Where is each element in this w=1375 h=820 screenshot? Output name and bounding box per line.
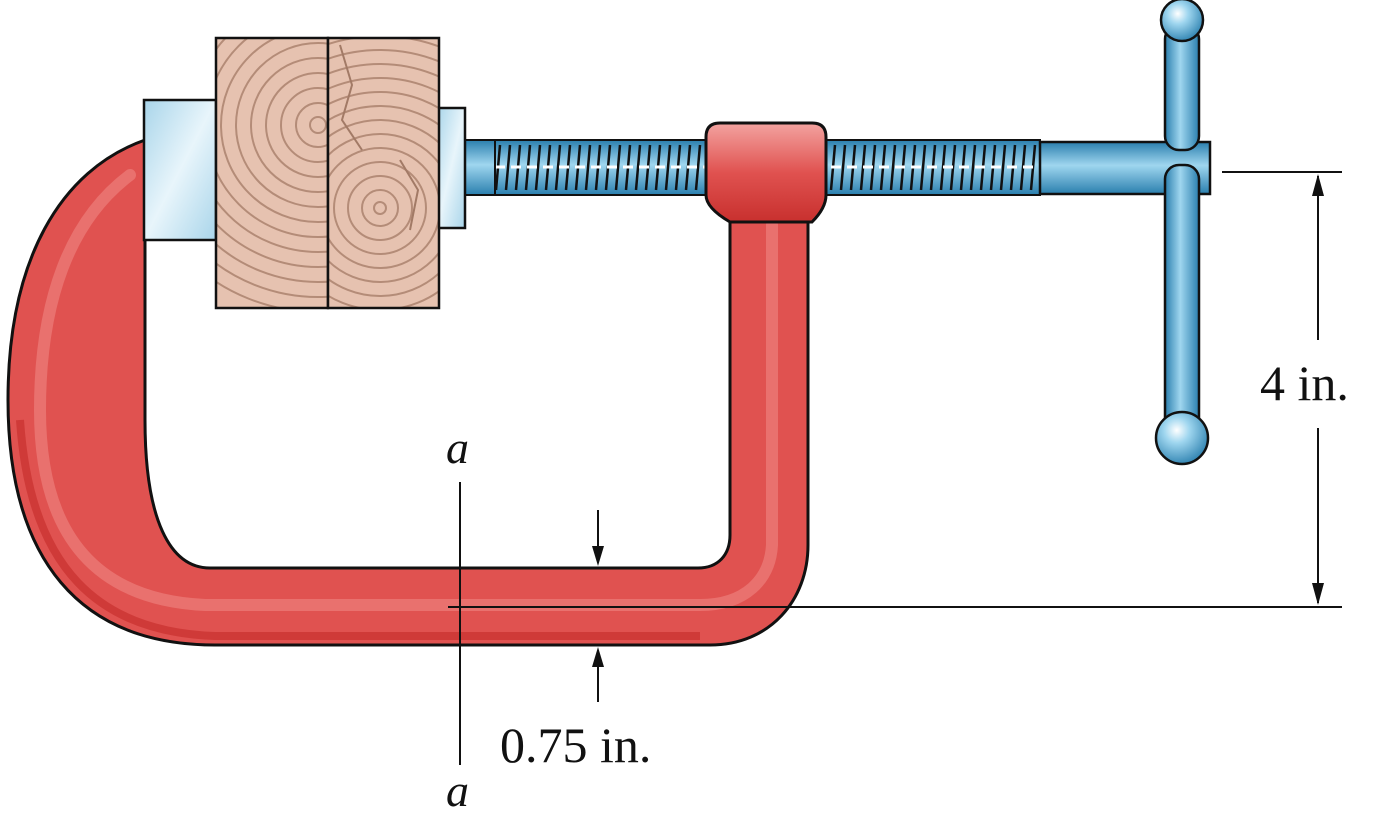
screw-collar (464, 139, 496, 196)
handle-top-ball (1159, 0, 1205, 43)
handle-bottom-ball (1154, 410, 1210, 466)
frame-nut (704, 121, 828, 224)
frame-highlight (33, 169, 778, 611)
wood-block-left (214, 36, 330, 310)
clamp-frame (6, 137, 810, 647)
t-handle (1154, 0, 1210, 466)
frame-shadow-edge (16, 419, 700, 640)
wood-block-right (326, 36, 441, 310)
section-label-top: a (446, 422, 469, 473)
dimension-thickness (592, 510, 604, 702)
left-jaw-pad (142, 98, 218, 242)
right-swivel-pad (435, 106, 467, 230)
section-label-bottom: a (446, 765, 469, 816)
height-dimension-label: 4 in. (1260, 355, 1349, 411)
wood-blocks (214, 36, 441, 310)
dimension-4in (448, 171, 1342, 608)
thickness-dimension-label: 0.75 in. (500, 717, 651, 773)
